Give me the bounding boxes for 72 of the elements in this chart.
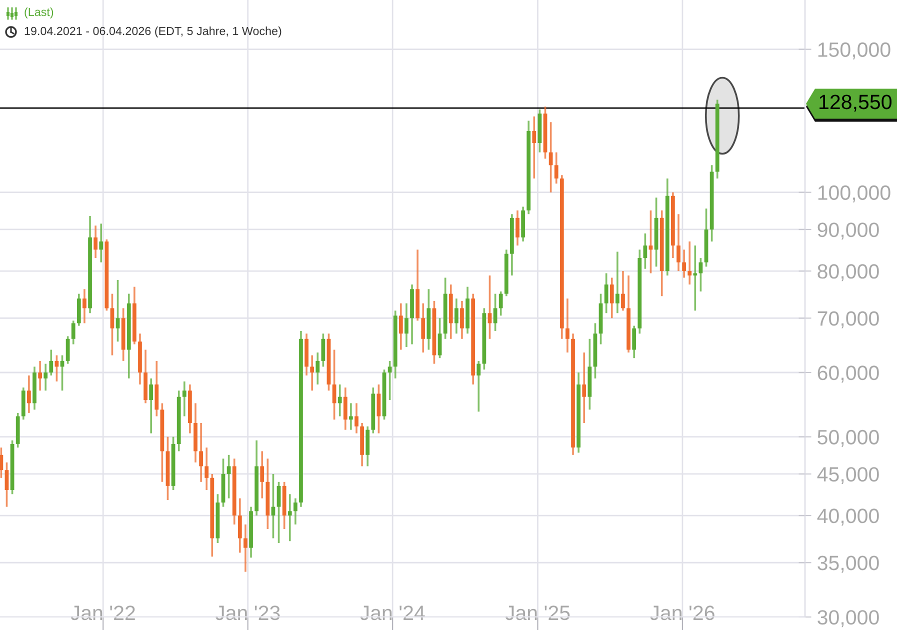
candlestick [244, 524, 248, 573]
candlestick [421, 302, 426, 354]
y-tick-label: 150,000 [818, 42, 890, 60]
candlestick [682, 248, 686, 279]
candlestick [116, 279, 120, 342]
candlestick [0, 446, 4, 479]
candlestick [99, 222, 104, 264]
candlestick [199, 422, 203, 483]
candlestick [388, 360, 392, 401]
candlestick [288, 493, 292, 542]
candlestick [643, 232, 648, 270]
candlestick [476, 360, 481, 413]
candlestick [376, 384, 381, 434]
candlestick [276, 481, 281, 544]
candlestick [343, 386, 348, 431]
candlestick [604, 272, 608, 314]
candlestick [110, 292, 114, 356]
y-tick-label: 30,000 [818, 610, 879, 628]
text: (Last) [24, 8, 54, 18]
candlestick [398, 302, 403, 351]
candlestick [293, 497, 298, 526]
candlestick [632, 324, 636, 360]
candlestick [404, 302, 408, 348]
y-tick-label: 35,000 [818, 556, 879, 573]
candlestick [688, 240, 692, 286]
y-tick-label: 100,000 [818, 185, 890, 202]
candlestick [498, 290, 503, 317]
candlestick [38, 360, 42, 392]
candlestick [493, 292, 498, 332]
candlestick [321, 332, 326, 368]
candlestick [548, 121, 553, 194]
candlestick [621, 270, 625, 312]
candlestick [610, 276, 614, 320]
candlestick [554, 151, 558, 185]
y-tick-label: 90,000 [818, 222, 879, 240]
candlestick [566, 298, 570, 354]
y-tick-label: 40,000 [817, 508, 879, 526]
candlestick [27, 374, 31, 414]
y-tick-label: 80,000 [818, 264, 879, 282]
candlestick [49, 348, 54, 376]
text: 19.04.2021 - 06.04.2026 (EDT, 5 Jahre, 1 Woche) [24, 26, 282, 38]
candlestick [44, 362, 48, 392]
candlestick [204, 446, 209, 491]
candlestick [615, 250, 620, 314]
candlestick [438, 317, 442, 360]
y-tick-label: 50,000 [818, 430, 879, 447]
candlestick [82, 288, 86, 324]
y-tick-label: 70,000 [818, 311, 879, 328]
text: 128,550 [820, 94, 892, 112]
candlestick [238, 497, 242, 554]
candlestick [354, 402, 358, 434]
candlestick [676, 213, 680, 272]
candlestick [94, 224, 98, 259]
candlestick [4, 462, 9, 508]
y-tick-label: 45,000 [817, 467, 879, 484]
candlestick [71, 320, 76, 346]
candlestick [516, 210, 520, 246]
candlestick [693, 244, 698, 312]
candlestick [582, 352, 586, 424]
candlestick [532, 116, 536, 180]
candlestick [66, 335, 70, 365]
y-tick-label: 60,000 [818, 366, 879, 383]
candlestick [182, 380, 186, 418]
candlestick [226, 454, 231, 500]
candlestick [260, 450, 264, 500]
candlestick [349, 402, 353, 431]
candlestick [316, 352, 320, 386]
candlestick [338, 384, 342, 418]
candlestick [149, 378, 154, 434]
candlestick [454, 298, 458, 334]
candlestick [310, 354, 314, 392]
candlestick [460, 300, 464, 340]
